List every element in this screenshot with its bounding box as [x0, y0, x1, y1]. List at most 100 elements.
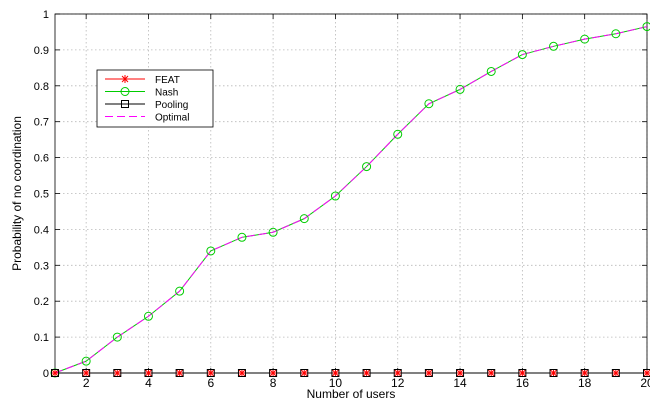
legend-marker-pooling [121, 100, 129, 108]
legend-marker-nash [120, 87, 130, 96]
x-tick-labels: 2 4 6 8 10 12 14 16 18 20 [83, 376, 650, 390]
data-point-pooling [643, 369, 650, 377]
asterisk-stroke [394, 369, 402, 377]
data-point-nash [580, 34, 590, 44]
y-axis-label: Probability of no coordination [10, 116, 24, 271]
asterisk-stroke [176, 369, 183, 377]
data-point-feat [51, 369, 59, 377]
legend-marker-feat [121, 75, 129, 83]
series-markers [50, 22, 650, 378]
data-point-nash [268, 227, 278, 237]
asterisk-stroke [581, 369, 589, 377]
data-point-nash [517, 50, 527, 60]
data-point-nash [393, 129, 403, 139]
data-point-pooling [487, 369, 496, 377]
data-point-nash [455, 84, 465, 94]
asterisk-stroke [269, 369, 277, 377]
asterisk-stroke [456, 369, 464, 377]
x-tick-label: 20 [640, 376, 650, 390]
x-tick-label: 4 [145, 376, 152, 390]
data-point-feat [611, 369, 620, 377]
data-point-feat [487, 369, 496, 377]
data-point-pooling [424, 369, 433, 377]
data-point-pooling [300, 369, 309, 377]
data-point-pooling [393, 369, 402, 377]
data-point-nash [642, 22, 650, 32]
asterisk-stroke [121, 75, 129, 83]
asterisk-stroke [363, 369, 370, 377]
asterisk-stroke [51, 369, 59, 377]
data-point-feat [237, 369, 246, 377]
y-tick-label: 0.5 [34, 189, 49, 201]
data-point-pooling [51, 369, 59, 377]
x-tick-label: 8 [270, 376, 277, 390]
asterisk-stroke [82, 369, 90, 377]
data-point-pooling [331, 369, 340, 377]
data-point-feat [175, 369, 184, 377]
series-line-optimal [54, 26, 648, 374]
asterisk-stroke [207, 369, 215, 377]
data-point-feat [331, 369, 340, 377]
data-point-feat [518, 369, 527, 377]
asterisk-stroke [238, 369, 246, 377]
y-tick-label: 0.6 [34, 153, 49, 165]
data-point-feat [549, 369, 558, 377]
x-tick-label: 6 [207, 376, 214, 390]
data-point-nash [112, 332, 122, 342]
y-tick-label: 0.4 [34, 224, 49, 236]
x-axis-label: Number of users [307, 387, 396, 401]
data-point-pooling [518, 369, 527, 377]
data-point-pooling [580, 369, 589, 377]
x-tick-label: 2 [83, 376, 90, 390]
asterisk-stroke [425, 369, 433, 377]
data-point-feat [206, 369, 215, 377]
y-tick-label: 0 [43, 368, 49, 380]
data-point-nash [611, 29, 621, 39]
legend-label-feat: FEAT [155, 75, 180, 86]
data-point-pooling [237, 369, 246, 377]
y-tick-label: 0.9 [34, 45, 49, 57]
asterisk-stroke [113, 369, 121, 377]
data-point-nash [362, 162, 372, 172]
y-tick-label: 0.1 [34, 332, 49, 344]
data-point-pooling [175, 369, 184, 377]
asterisk-stroke [300, 369, 308, 377]
data-point-nash [175, 286, 185, 296]
asterisk-stroke [612, 369, 620, 377]
data-point-feat [580, 369, 589, 377]
data-point-pooling [82, 369, 91, 377]
x-tick-label: 12 [391, 376, 405, 390]
y-tick-label: 1 [43, 9, 49, 21]
y-tick-label: 0.3 [34, 260, 49, 272]
legend-label-nash: Nash [155, 88, 178, 99]
data-point-nash [81, 356, 91, 366]
data-point-nash [299, 214, 309, 224]
asterisk-stroke [643, 369, 650, 377]
data-point-pooling [611, 369, 620, 377]
data-point-nash [549, 41, 559, 51]
data-point-feat [424, 369, 433, 377]
x-tick-label: 18 [578, 376, 592, 390]
asterisk-stroke [519, 369, 526, 377]
data-point-feat [82, 369, 91, 377]
legend-label-optimal: Optimal [155, 113, 189, 124]
data-point-nash [237, 232, 247, 242]
data-point-feat [144, 369, 153, 377]
data-point-feat [393, 369, 402, 377]
x-tick-label: 16 [516, 376, 530, 390]
y-tick-label: 0.2 [34, 296, 49, 308]
asterisk-stroke [145, 369, 152, 377]
data-point-feat [362, 369, 371, 377]
data-point-nash [143, 311, 153, 321]
data-point-pooling [113, 369, 122, 377]
data-point-feat [456, 369, 465, 377]
data-point-pooling [549, 369, 558, 377]
x-tick-label: 10 [329, 376, 343, 390]
y-tick-labels: 0 0.1 0.2 0.3 0.4 0.5 0.6 0.7 0.8 0.9 1 [34, 9, 49, 380]
asterisk-stroke [332, 369, 339, 377]
x-tick-label: 14 [453, 376, 467, 390]
data-point-feat [269, 369, 278, 377]
data-point-feat [643, 369, 650, 377]
